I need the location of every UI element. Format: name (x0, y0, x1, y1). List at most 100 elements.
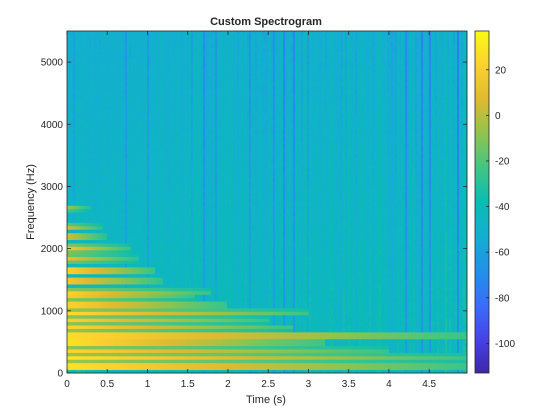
spectrogram-cell (155, 140, 158, 145)
spectrogram-cell (77, 355, 80, 360)
spectrogram-cell (143, 270, 146, 275)
spectrogram-cell (83, 154, 86, 158)
spectrogram-cell (139, 65, 142, 70)
spectrogram-cell (151, 205, 154, 210)
spectrogram-cell (125, 75, 128, 80)
spectrogram-cell (159, 89, 162, 93)
spectrogram-cell (133, 331, 136, 336)
spectrogram-cell (123, 137, 126, 141)
spectrogram-cell (89, 304, 92, 309)
spectrogram-cell (161, 51, 164, 56)
spectrogram-cell (123, 58, 126, 63)
spectrogram-cell (97, 277, 100, 282)
spectrogram-cell (165, 369, 168, 374)
spectrogram-cell (107, 369, 110, 374)
spectrogram-cell (73, 266, 76, 271)
spectrogram-cell (67, 188, 70, 193)
spectrogram-cell (109, 225, 112, 230)
spectrogram-cell (157, 297, 160, 302)
spectrogram-cell (153, 225, 156, 230)
spectrogram-cell (161, 75, 164, 80)
spectrogram-cell (165, 208, 168, 213)
spectrogram-cell (121, 34, 124, 39)
spectrogram-cell (99, 61, 102, 66)
spectrogram-cell (113, 284, 116, 288)
spectrogram-cell (107, 205, 110, 210)
spectrogram-cell (127, 349, 130, 353)
spectrogram-cell (123, 212, 126, 217)
spectrogram-cell (81, 314, 84, 319)
spectrogram-cell (95, 263, 98, 268)
spectrogram-cell (109, 150, 112, 155)
spectrogram-cell (137, 331, 140, 336)
spectrogram-cell (165, 355, 168, 360)
spectrogram-cell (103, 184, 106, 189)
spectrogram-cell (111, 160, 114, 165)
spectrogram-cell (81, 31, 84, 35)
spectrogram-cell (157, 215, 160, 220)
spectrogram-cell (143, 345, 146, 350)
spectrogram-cell (79, 164, 82, 169)
spectrogram-cell (95, 273, 98, 278)
spectrogram-cell (115, 355, 118, 360)
spectrogram-cell (121, 205, 124, 210)
spectrogram-cell (163, 65, 166, 70)
spectrogram-cell (165, 318, 168, 323)
spectrogram-cell (99, 205, 102, 210)
spectrogram-cell (83, 34, 86, 39)
spectrogram-cell (139, 212, 142, 217)
spectrogram-cell (145, 82, 148, 87)
spectrogram-cell (91, 116, 94, 121)
spectrogram-cell (85, 99, 88, 104)
spectrogram-cell (75, 270, 78, 275)
spectrogram-cell (133, 256, 136, 261)
spectrogram-cell (131, 359, 134, 364)
spectrogram-cell (87, 273, 90, 278)
spectrogram-cell (81, 260, 84, 264)
spectrogram-cell (73, 232, 76, 237)
spectrogram-cell (119, 236, 122, 241)
spectrogram-cell (89, 34, 92, 39)
spectrogram-cell (133, 266, 136, 271)
spectrogram-cell (165, 202, 168, 206)
spectrogram-cell (129, 284, 132, 288)
spectrogram-cell (141, 263, 144, 268)
spectrogram-cell (129, 301, 132, 305)
spectrogram-cell (91, 290, 94, 295)
spectrogram-cell (89, 65, 92, 70)
spectrogram-cell (81, 61, 84, 66)
spectrogram-cell (147, 41, 150, 46)
spectrogram-cell (105, 208, 108, 213)
spectrogram-cell (141, 167, 144, 172)
spectrogram-cell (165, 270, 168, 275)
spectrogram-cell (75, 143, 78, 148)
spectrogram-cell (81, 147, 84, 152)
spectrogram-cell (159, 78, 162, 83)
spectrogram-cell (147, 321, 150, 326)
spectrogram-cell (121, 181, 124, 186)
spectrogram-cell (85, 137, 88, 141)
spectrogram-cell (155, 143, 158, 148)
spectrogram-cell (143, 140, 146, 145)
spectrogram-cell (99, 31, 102, 35)
spectrogram-cell (163, 331, 166, 336)
spectrogram-cell (165, 342, 168, 347)
spectrogram-cell (71, 119, 74, 124)
spectrogram-cell (119, 171, 122, 176)
spectrogram-cell (91, 58, 94, 63)
spectrogram-cell (137, 44, 140, 49)
spectrogram-cell (73, 355, 76, 360)
spectrogram-cell (151, 85, 154, 90)
spectrogram-cell (125, 171, 128, 176)
spectrogram-cell (115, 225, 118, 230)
spectrogram-cell (111, 249, 114, 254)
spectrogram-cell (111, 54, 114, 59)
spectrogram-cell (157, 301, 160, 305)
spectrogram-cell (77, 34, 80, 39)
spectrogram-cell (77, 304, 80, 309)
spectrogram-cell (77, 202, 80, 206)
spectrogram-cell (141, 284, 144, 288)
spectrogram-cell (129, 102, 132, 107)
spectrogram-cell (85, 328, 88, 333)
spectrogram-cell (113, 92, 116, 97)
